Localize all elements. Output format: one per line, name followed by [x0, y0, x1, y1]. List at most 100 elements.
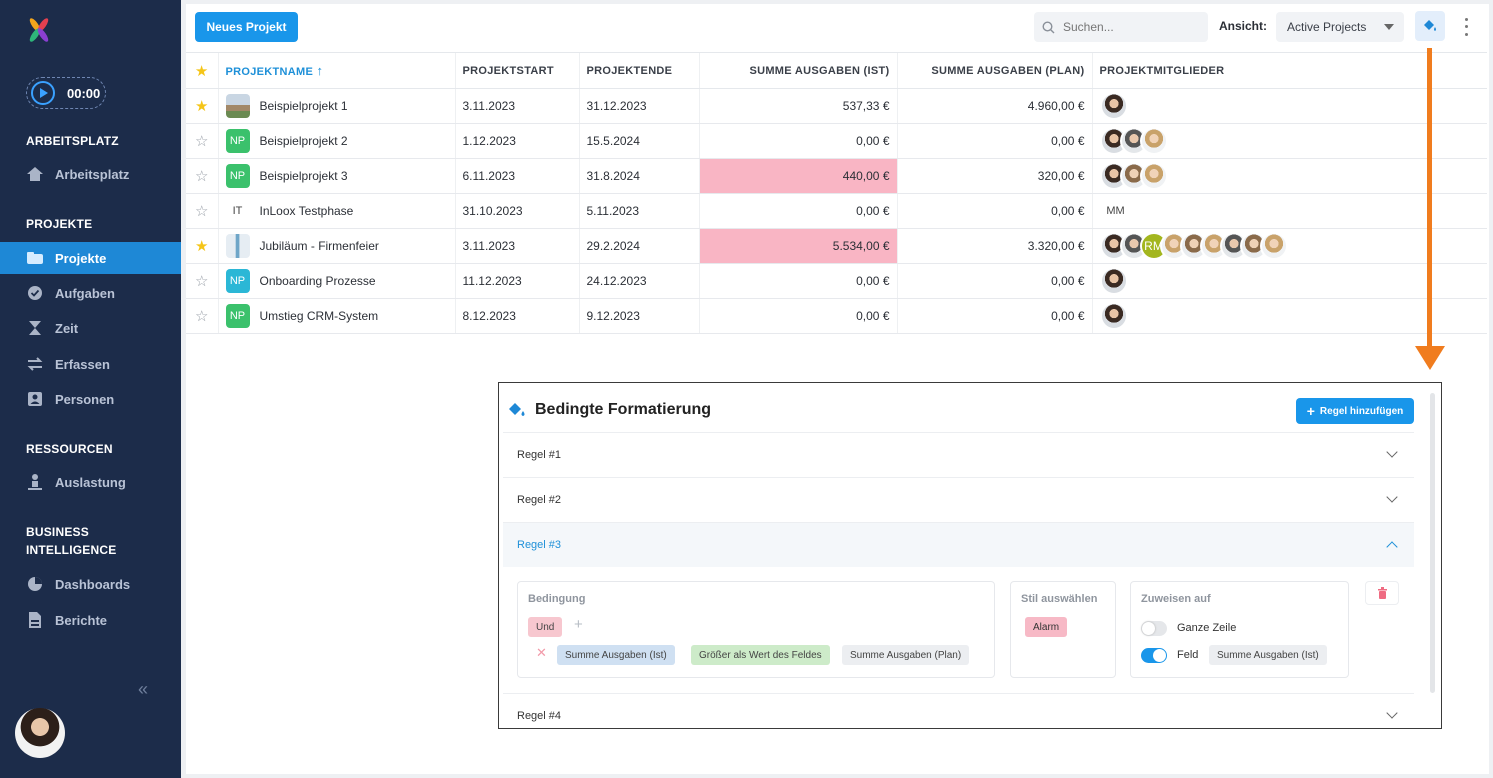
view-label: Ansicht: — [1219, 19, 1267, 33]
condition-operator-chip[interactable]: Größer als Wert des Feldes — [691, 645, 830, 665]
favorite-cell[interactable]: ★ — [186, 228, 218, 264]
star-outline-icon[interactable]: ☆ — [195, 168, 209, 185]
sidebar-item-label: Zeit — [55, 320, 79, 336]
rule-row-4[interactable]: Regel #4 — [503, 693, 1414, 728]
rule-row-1[interactable]: Regel #1 — [503, 432, 1414, 477]
avatar[interactable] — [1099, 302, 1128, 330]
remove-condition-icon[interactable]: ✕ — [536, 645, 547, 660]
star-outline-icon[interactable]: ☆ — [195, 133, 209, 150]
rule-row-2[interactable]: Regel #2 — [503, 477, 1414, 522]
sidebar-item-projekte[interactable]: Projekte — [0, 242, 181, 274]
collapse-sidebar-icon[interactable]: « — [138, 679, 149, 699]
plan-cell: 0,00 € — [896, 123, 1092, 159]
project-name-cell[interactable]: Beispielprojekt 1 — [217, 88, 455, 124]
favorite-cell[interactable]: ☆ — [186, 158, 218, 194]
sidebar-item-berichte[interactable]: Berichte — [0, 604, 181, 636]
table-row[interactable]: ☆ NP Umstieg CRM-System 8.12.2023 9.12.20… — [186, 298, 1487, 334]
panel-scrollbar[interactable] — [1430, 393, 1435, 693]
members-cell — [1091, 298, 1487, 334]
star-outline-icon[interactable]: ☆ — [195, 308, 209, 325]
view-select[interactable]: Active Projects — [1276, 12, 1404, 42]
table-row[interactable]: ☆ NP Beispielprojekt 3 6.11.2023 31.8.202… — [186, 158, 1487, 194]
table-row[interactable]: ★ Jubiläum - Firmenfeier 3.11.2023 29.2.… — [186, 228, 1487, 264]
chevron-down-icon[interactable] — [1386, 491, 1398, 503]
favorite-cell[interactable]: ★ — [186, 88, 218, 124]
logic-chip[interactable]: Und — [528, 617, 563, 637]
annotation-arrow-head — [1415, 346, 1445, 370]
project-name-cell[interactable]: NP Beispielprojekt 2 — [217, 123, 455, 159]
add-rule-button[interactable]: + Regel hinzufügen — [1296, 398, 1414, 424]
chevron-up-icon[interactable] — [1386, 541, 1398, 553]
project-name[interactable]: Onboarding Prozesse — [259, 274, 376, 288]
sidebar-item-auslastung[interactable]: Auslastung — [0, 466, 181, 498]
sidebar-item-aufgaben[interactable]: Aufgaben — [0, 277, 181, 309]
table-row[interactable]: ★ Beispielprojekt 1 3.11.2023 31.12.2023… — [186, 88, 1487, 124]
sidebar-item-arbeitsplatz[interactable]: Arbeitsplatz — [0, 158, 181, 190]
favorite-column-header[interactable]: ★ — [186, 52, 218, 89]
sidebar-item-dashboards[interactable]: Dashboards — [0, 568, 181, 600]
column-header-projektmitglieder[interactable]: PROJEKTMITGLIEDER — [1091, 52, 1487, 89]
star-filled-icon[interactable]: ★ — [195, 98, 209, 115]
avatar[interactable] — [1139, 127, 1168, 155]
favorite-cell[interactable]: ☆ — [186, 298, 218, 334]
star-outline-icon[interactable]: ☆ — [195, 273, 209, 290]
project-name-cell[interactable]: NP Umstieg CRM-System — [217, 298, 455, 334]
column-header-summe-ist[interactable]: SUMME AUSGABEN (IST) — [698, 52, 897, 89]
project-name[interactable]: Jubiläum - Firmenfeier — [259, 239, 379, 253]
project-name-cell[interactable]: NP Onboarding Prozesse — [217, 263, 455, 299]
app-logo-icon[interactable] — [27, 17, 51, 43]
chevron-down-icon[interactable] — [1386, 707, 1398, 719]
table-row[interactable]: ☆ NP Onboarding Prozesse 11.12.2023 24.12… — [186, 263, 1487, 299]
column-header-projektname[interactable]: PROJEKTNAME ↑ — [217, 52, 455, 89]
field-toggle[interactable] — [1141, 648, 1167, 663]
end-cell: 5.11.2023 — [578, 193, 699, 229]
favorite-cell[interactable]: ☆ — [186, 193, 218, 229]
whole-row-toggle[interactable] — [1141, 621, 1167, 636]
new-project-button[interactable]: Neues Projekt — [195, 12, 298, 42]
sidebar-item-personen[interactable]: Personen — [0, 383, 181, 415]
user-avatar[interactable] — [15, 708, 65, 758]
star-outline-icon[interactable]: ☆ — [195, 203, 209, 220]
table-row[interactable]: ☆ NP Beispielprojekt 2 1.12.2023 15.5.202… — [186, 123, 1487, 159]
style-chip[interactable]: Alarm — [1025, 617, 1068, 637]
project-name-cell[interactable]: Jubiläum - Firmenfeier — [217, 228, 455, 264]
rule-row-3[interactable]: Regel #3 — [503, 522, 1414, 567]
sidebar-item-zeit[interactable]: Zeit — [0, 312, 181, 344]
table-row[interactable]: ☆ IT InLoox Testphase 31.10.2023 5.11.202… — [186, 193, 1487, 229]
project-name[interactable]: Umstieg CRM-System — [259, 309, 379, 323]
avatar-initials[interactable]: MM — [1101, 197, 1130, 225]
project-name[interactable]: InLoox Testphase — [259, 204, 354, 218]
sidebar-item-label: Arbeitsplatz — [55, 166, 130, 182]
chevron-down-icon[interactable] — [1386, 446, 1398, 458]
project-name-cell[interactable]: NP Beispielprojekt 3 — [217, 158, 455, 194]
sidebar-item-erfassen[interactable]: Erfassen — [0, 348, 181, 380]
section-title-line: BUSINESS — [26, 525, 89, 539]
project-name-cell[interactable]: IT InLoox Testphase — [217, 193, 455, 229]
end-cell: 24.12.2023 — [578, 263, 699, 299]
column-header-projektende[interactable]: PROJEKTENDE — [578, 52, 699, 89]
avatar[interactable] — [1099, 267, 1128, 295]
avatar[interactable] — [1259, 232, 1288, 260]
search-input[interactable] — [1063, 20, 1193, 34]
assign-field-chip[interactable]: Summe Ausgaben (Ist) — [1209, 645, 1327, 665]
more-options-icon[interactable] — [1458, 16, 1474, 38]
favorite-cell[interactable]: ☆ — [186, 123, 218, 159]
condition-field-chip[interactable]: Summe Ausgaben (Ist) — [557, 645, 675, 665]
ist-cell: 0,00 € — [698, 123, 897, 159]
column-header-summe-plan[interactable]: SUMME AUSGABEN (PLAN) — [896, 52, 1092, 89]
delete-rule-button[interactable] — [1365, 581, 1399, 605]
column-header-projektstart[interactable]: PROJEKTSTART — [454, 52, 579, 89]
project-name[interactable]: Beispielprojekt 3 — [259, 169, 348, 183]
star-filled-icon[interactable]: ★ — [195, 238, 209, 255]
play-icon[interactable] — [31, 81, 55, 105]
avatar[interactable] — [1099, 92, 1128, 120]
project-name[interactable]: Beispielprojekt 2 — [259, 134, 348, 148]
favorite-cell[interactable]: ☆ — [186, 263, 218, 299]
add-condition-icon[interactable]: + — [574, 616, 583, 633]
project-name[interactable]: Beispielprojekt 1 — [259, 99, 348, 113]
search-box[interactable] — [1034, 12, 1208, 42]
avatar[interactable] — [1139, 162, 1168, 190]
conditional-format-button[interactable] — [1415, 11, 1445, 41]
condition-value-chip[interactable]: Summe Ausgaben (Plan) — [842, 645, 970, 665]
timer[interactable]: 00:00 — [26, 77, 106, 109]
